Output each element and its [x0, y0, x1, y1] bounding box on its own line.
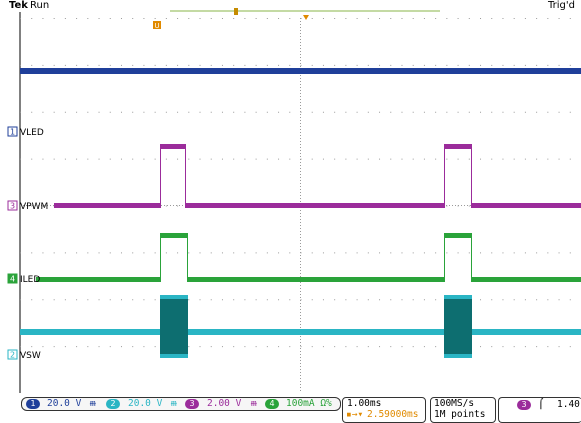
- channel-scale-bar[interactable]: 1 20.0 V ᵯ 2 20.0 V ᵯ 3 2.00 V ᵯ 4 100mA…: [21, 397, 341, 411]
- ch2-badge: 2: [106, 399, 120, 409]
- ch4-label: 4 ILED: [7, 273, 40, 285]
- ch3-label-text: VPWM: [20, 202, 48, 212]
- ch3-trace: [54, 144, 581, 208]
- trigger-delay-icon: ▪→▾: [346, 409, 364, 420]
- ch1-bw-icon: ᵯ: [90, 398, 96, 409]
- reference-marker: [153, 21, 161, 29]
- ch4-trace: [36, 233, 581, 282]
- ch1-label-text: VLED: [20, 128, 44, 138]
- time-per-division: 1.00ms: [347, 398, 382, 409]
- ch3-bw-icon: ᵯ: [251, 398, 257, 409]
- acquisition-settings[interactable]: 100MS/s 1M points: [430, 397, 496, 423]
- sample-rate: 100MS/s: [434, 398, 475, 409]
- ch3-scale: 2.00 V: [207, 398, 242, 409]
- waveform-display[interactable]: 1 VLED 3 VPWM 4 ILED 2 VSW U: [0, 0, 581, 393]
- horizontal-settings[interactable]: 1.00ms ▪→▾ 2.59000ms: [342, 397, 426, 423]
- ch4-scale: 100mA Ω%: [286, 398, 332, 409]
- ch2-label-text: VSW: [20, 351, 41, 361]
- ch4-label-text: ILED: [20, 275, 40, 285]
- ch4-badge: 4: [265, 399, 279, 409]
- readout-bar: 1 20.0 V ᵯ 2 20.0 V ᵯ 3 2.00 V ᵯ 4 100mA…: [0, 393, 581, 423]
- brand-logo: Tek: [9, 0, 28, 11]
- ch1-trace: [20, 68, 581, 74]
- ch1-scale: 20.0 V: [47, 398, 82, 409]
- run-status: Run: [30, 0, 50, 11]
- trigger-slope-icon: ⌠: [538, 399, 544, 410]
- ch4-label-id: 4: [10, 275, 15, 284]
- ch2-label-id: 2: [10, 351, 15, 360]
- trigger-settings[interactable]: 3 ⌠ 1.40: [498, 397, 581, 423]
- trigger-source-badge: 3: [517, 400, 531, 410]
- ch3-badge: 3: [185, 399, 199, 409]
- ch2-label: 2 VSW: [7, 349, 41, 361]
- trigger-level: 1.40: [557, 399, 580, 410]
- record-view-marker: [234, 8, 238, 15]
- ch1-badge: 1: [26, 399, 40, 409]
- ch2-trace: [20, 295, 581, 358]
- ch1-label: 1 VLED: [7, 126, 44, 138]
- ch3-label-id: 3: [10, 202, 15, 211]
- trigger-delay: 2.59000ms: [367, 409, 419, 420]
- ch1-label-id: 1: [10, 128, 15, 137]
- ch3-label: 3 VPWM: [7, 200, 48, 212]
- trigger-position-icon: [303, 15, 309, 20]
- trigger-status: Trig'd: [548, 0, 575, 11]
- reference-marker-label: U: [154, 22, 159, 30]
- ch2-scale: 20.0 V: [128, 398, 163, 409]
- ch2-bw-icon: ᵯ: [171, 398, 177, 409]
- status-bar: Tek Run Trig'd: [0, 0, 581, 12]
- record-length: 1M points: [434, 409, 486, 420]
